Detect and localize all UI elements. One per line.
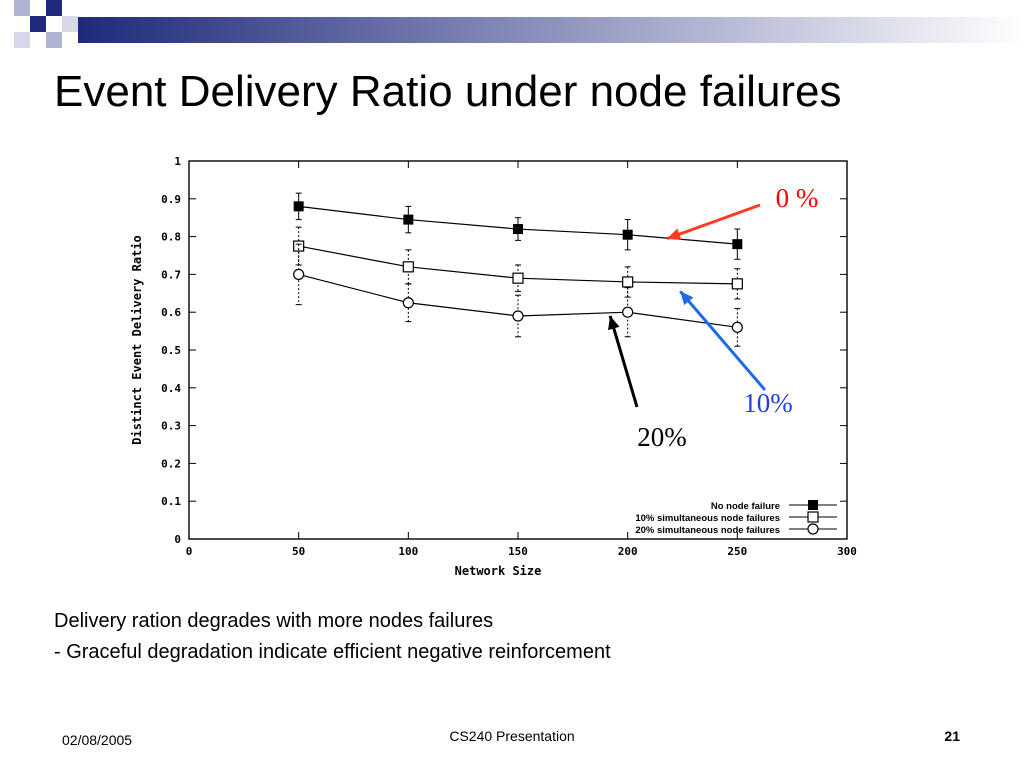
y-tick-label: 1 <box>174 155 181 168</box>
annotation-arrow-line <box>608 315 639 408</box>
y-tick-label: 0.5 <box>161 344 181 357</box>
y-tick-label: 0.8 <box>161 231 181 244</box>
annotation-arrowhead <box>608 315 620 331</box>
footer-date: 02/08/2005 <box>62 732 133 748</box>
banner-square <box>14 32 30 48</box>
annotation-arrow-line <box>679 290 767 391</box>
x-tick-label: 200 <box>618 545 638 558</box>
y-tick-label: 0.9 <box>161 193 181 206</box>
marker-open-square <box>731 278 743 290</box>
x-tick-label: 0 <box>186 545 193 558</box>
marker-open-circle <box>807 523 819 535</box>
banner-gradient-bar <box>78 17 1024 43</box>
marker-open-circle <box>731 321 743 333</box>
marker-open-circle <box>402 297 414 309</box>
marker-filled-square <box>622 229 633 240</box>
legend-label: 20% simultaneous node failures <box>635 525 780 536</box>
banner-square <box>46 0 62 16</box>
marker-open-square <box>402 261 414 273</box>
legend-label: 10% simultaneous node failures <box>635 513 780 524</box>
marker-filled-square <box>403 214 414 225</box>
banner-square <box>14 0 30 16</box>
y-tick-label: 0.6 <box>161 306 181 319</box>
annotation-2: 20% <box>608 315 687 452</box>
y-tick-label: 0.4 <box>161 382 181 395</box>
annotation-label: 20% <box>637 422 687 452</box>
marker-open-square <box>807 511 819 523</box>
x-tick-label: 100 <box>398 545 418 558</box>
marker-filled-square <box>293 201 304 212</box>
y-tick-label: 0.3 <box>161 420 181 433</box>
annotation-arrowhead <box>667 228 682 240</box>
annotation-0: 0 % <box>666 183 819 241</box>
y-axis-label: Distinct Event Delivery Ratio <box>130 235 144 445</box>
series-2 <box>293 243 743 347</box>
marker-open-circle <box>622 306 634 318</box>
x-tick-label: 150 <box>508 545 528 558</box>
annotation-label: 10% <box>743 388 793 418</box>
annotation-arrowhead <box>680 291 694 306</box>
banner-square <box>62 16 78 32</box>
marker-filled-square <box>808 500 818 510</box>
y-tick-label: 0.7 <box>161 268 181 281</box>
slide-title: Event Delivery Ratio under node failures <box>54 67 842 116</box>
delivery-ratio-chart: 0 0.1 0.2 0.3 0.4 0.5 0.6 0.7 0.8 0.9 1 0 50 100 150 20… <box>130 155 857 578</box>
marker-open-square <box>622 276 634 288</box>
x-tick-label: 250 <box>727 545 747 558</box>
series-0 <box>293 192 743 260</box>
marker-filled-square <box>732 239 743 250</box>
banner-square <box>30 16 46 32</box>
x-tick-label: 50 <box>292 545 305 558</box>
footer-title: CS240 Presentation <box>449 728 575 744</box>
y-tick-label: 0 <box>174 533 181 546</box>
caption-line: - Graceful degradation indicate efficien… <box>54 641 611 663</box>
slide-caption: Delivery ration degrades with more nodes… <box>54 606 611 668</box>
marker-open-circle <box>512 310 524 322</box>
marker-filled-square <box>513 224 523 235</box>
annotation-1: 10% <box>679 290 793 418</box>
caption-line: Delivery ration degrades with more nodes… <box>54 610 494 632</box>
footer-page-number: 21 <box>944 728 960 744</box>
marker-open-square <box>512 272 524 284</box>
marker-open-circle <box>293 268 305 281</box>
x-tick-label: 300 <box>837 545 857 558</box>
annotation-arrow-line <box>666 203 761 241</box>
banner-square <box>46 32 62 48</box>
y-tick-label: 0.2 <box>161 457 181 470</box>
x-axis-label: Network Size <box>455 564 542 578</box>
annotation-label: 0 % <box>776 183 819 213</box>
legend-label: No node failure <box>711 501 780 512</box>
y-tick-label: 0.1 <box>161 495 181 508</box>
title-banner <box>14 0 1024 48</box>
